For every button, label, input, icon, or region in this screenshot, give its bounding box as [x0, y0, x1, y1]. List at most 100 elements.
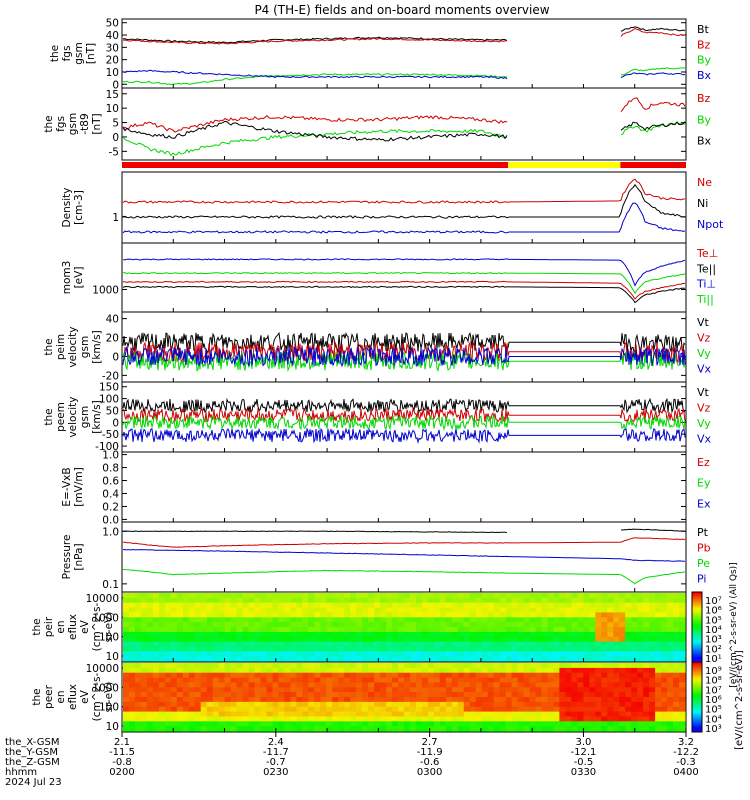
y-axis-label: [km/s]: [91, 330, 103, 364]
series-Ti||: [122, 285, 686, 304]
y-axis-label: Density: [61, 188, 73, 228]
panel-temperature: 1000 mom3 [eV] Te⊥ Te|| Ti⊥ Ti||: [61, 242, 718, 313]
y-tick-label: 0: [112, 351, 119, 363]
colorbar-tick: 10²: [705, 644, 722, 655]
series-Vx: [122, 427, 686, 444]
colorbar-swatch: [692, 595, 702, 598]
y-tick-label: 100: [99, 632, 119, 644]
colorbar-swatch: [692, 662, 702, 665]
footer-x-gsm: 2.4: [268, 737, 284, 748]
colorbar-swatch: [692, 623, 702, 626]
panel-density: 1 Density [cm-3] Ne Ni Npot: [61, 171, 724, 244]
series-Bz: [122, 97, 686, 133]
footer-x-gsm: 2.7: [422, 737, 438, 748]
series-Pb: [122, 537, 686, 548]
series-Vy: [122, 414, 686, 431]
y-axis-label: the: [43, 408, 55, 425]
y-tick-label: 0: [112, 132, 119, 144]
colorbar-swatch: [692, 639, 702, 642]
legend-Ez: Ez: [697, 456, 710, 469]
series-Ne: [122, 178, 685, 204]
y-axis-label: fgs: [61, 46, 73, 62]
colorbar-swatch: [692, 714, 702, 717]
y-axis-label: the: [43, 338, 55, 355]
colorbar-swatch: [692, 670, 702, 673]
legend-Pi: Pi: [697, 573, 706, 586]
panel-pressure: 1.0 0.1 Pressure [nPa] Pt Pb Pe Pi: [61, 521, 711, 593]
colorbar-swatch: [692, 663, 702, 666]
panel-frame: [121, 87, 687, 161]
y-tick-label: 10: [106, 651, 119, 663]
series-Ni: [122, 183, 685, 219]
y-tick-label: 1000: [92, 682, 119, 694]
colorbar-swatch: [692, 613, 702, 616]
series-Bt: [123, 26, 686, 44]
legend-Ey: Ey: [697, 477, 711, 490]
colorbar-swatch: [692, 614, 702, 617]
y-axis-label: [nT]: [85, 43, 97, 64]
y-tick-label: 10000: [86, 593, 119, 605]
legend-Ti||: Ti||: [696, 293, 714, 306]
legend-By: By: [697, 54, 712, 67]
y-axis-label: Pressure: [61, 535, 73, 580]
colorbar-swatch: [692, 646, 702, 649]
colorbar-swatch: [692, 721, 702, 724]
y-axis-label: gsm: [67, 113, 79, 135]
legend-Bz: Bz: [697, 38, 711, 51]
colorbar-swatch: [692, 651, 702, 654]
y-axis-label: [mV/m]: [73, 467, 85, 506]
colorbar-swatch: [692, 676, 702, 679]
y-tick-label: 0: [112, 79, 119, 91]
colorbar-swatch: [692, 648, 702, 651]
colorbar-tick: 10¹: [705, 654, 722, 665]
y-tick-label: 40: [106, 30, 119, 42]
colorbar-tick: 10³: [705, 724, 722, 735]
footer-z-gsm: -0.6: [420, 757, 440, 768]
series-Vt: [122, 331, 686, 354]
colorbar-swatch: [692, 597, 702, 600]
colorbar-tick: 10⁵: [705, 615, 722, 626]
colorbar-swatch: [692, 705, 702, 708]
y-tick-label: 30: [106, 42, 119, 54]
series-Pe: [122, 568, 686, 585]
y-axis-label: eflux: [67, 614, 79, 640]
colorbar-swatch: [692, 604, 702, 607]
colorbar-swatch: [692, 656, 702, 659]
footer-hhmm: 0200: [109, 767, 134, 778]
footer-x-gsm: 3.2: [678, 737, 694, 748]
colorbar-swatch: [692, 707, 702, 710]
y-axis-label: eV: [79, 619, 91, 633]
y-axis-label: [eV]: [73, 267, 85, 289]
legend-Bx: Bx: [697, 135, 712, 148]
y-tick-label: 40: [106, 314, 119, 326]
colorbar-label: [eV/(cm^2-s-sr-eV) (All Qs)]: [729, 562, 739, 687]
colorbar-swatch: [692, 681, 702, 684]
colorbar-swatch: [692, 723, 702, 726]
y-axis-label: E=-VxB: [61, 467, 73, 506]
colorbar-swatch: [692, 667, 702, 670]
colorbar-tick: 10⁶: [705, 606, 722, 617]
y-tick-label: 0.0: [102, 514, 119, 526]
colorbar-swatch: [692, 690, 702, 693]
legend-Ex: Ex: [697, 497, 711, 510]
colorbar-swatch: [692, 725, 702, 728]
colorbar-swatch: [692, 658, 702, 661]
colorbar-swatch: [692, 592, 702, 595]
y-tick-label: 50: [106, 18, 119, 30]
y-tick-label: 100: [99, 702, 119, 714]
y-tick-label: 10: [106, 67, 119, 79]
colorbar-tick: 10⁷: [705, 596, 722, 607]
colorbar-swatch: [692, 684, 702, 687]
y-axis-label: gsm: [79, 406, 91, 428]
legend-Pb: Pb: [697, 542, 711, 555]
y-tick-label: 1.0: [102, 526, 119, 538]
colorbar-swatch: [692, 700, 702, 703]
series-Vz: [122, 340, 686, 364]
colorbar-swatch: [692, 600, 702, 603]
legend-Te⊥: Te⊥: [696, 247, 718, 260]
footer-hhmm: 0230: [263, 767, 288, 778]
legend-By: By: [697, 113, 712, 126]
y-axis-label: (cm^2-s-: [91, 672, 103, 721]
colorbar-tick: 10⁸: [705, 676, 722, 687]
